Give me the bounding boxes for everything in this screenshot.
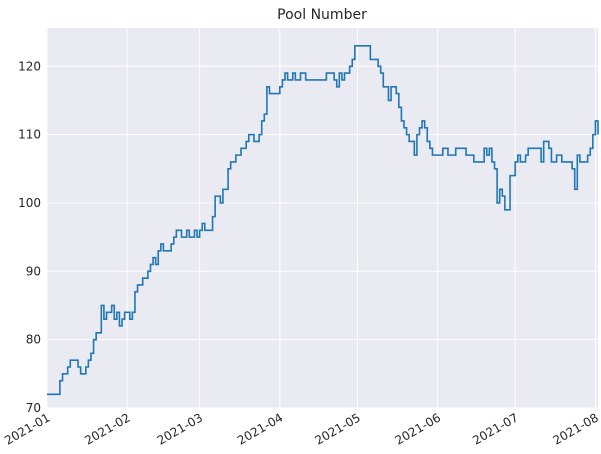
x-tick-label: 2021-02 <box>82 410 132 447</box>
y-tick-label: 80 <box>26 333 41 347</box>
y-tick-label: 110 <box>18 128 41 142</box>
x-tick-label: 2021-04 <box>235 410 285 447</box>
chart-title: Pool Number <box>277 7 367 23</box>
y-tick-label: 120 <box>18 59 41 73</box>
x-tick-label: 2021-08 <box>550 410 600 447</box>
y-tick-label: 90 <box>26 264 41 278</box>
x-tick-label: 2021-05 <box>312 410 362 447</box>
x-tick-label: 2021-06 <box>393 410 443 447</box>
plot-background <box>47 28 598 408</box>
y-tick-label: 100 <box>18 196 41 210</box>
x-tick-label: 2021-07 <box>470 410 520 447</box>
x-tick-label: 2021-01 <box>2 410 52 447</box>
y-tick-label: 70 <box>26 401 41 415</box>
data-line <box>47 44 599 396</box>
x-tick-label: 2021-03 <box>155 410 205 447</box>
